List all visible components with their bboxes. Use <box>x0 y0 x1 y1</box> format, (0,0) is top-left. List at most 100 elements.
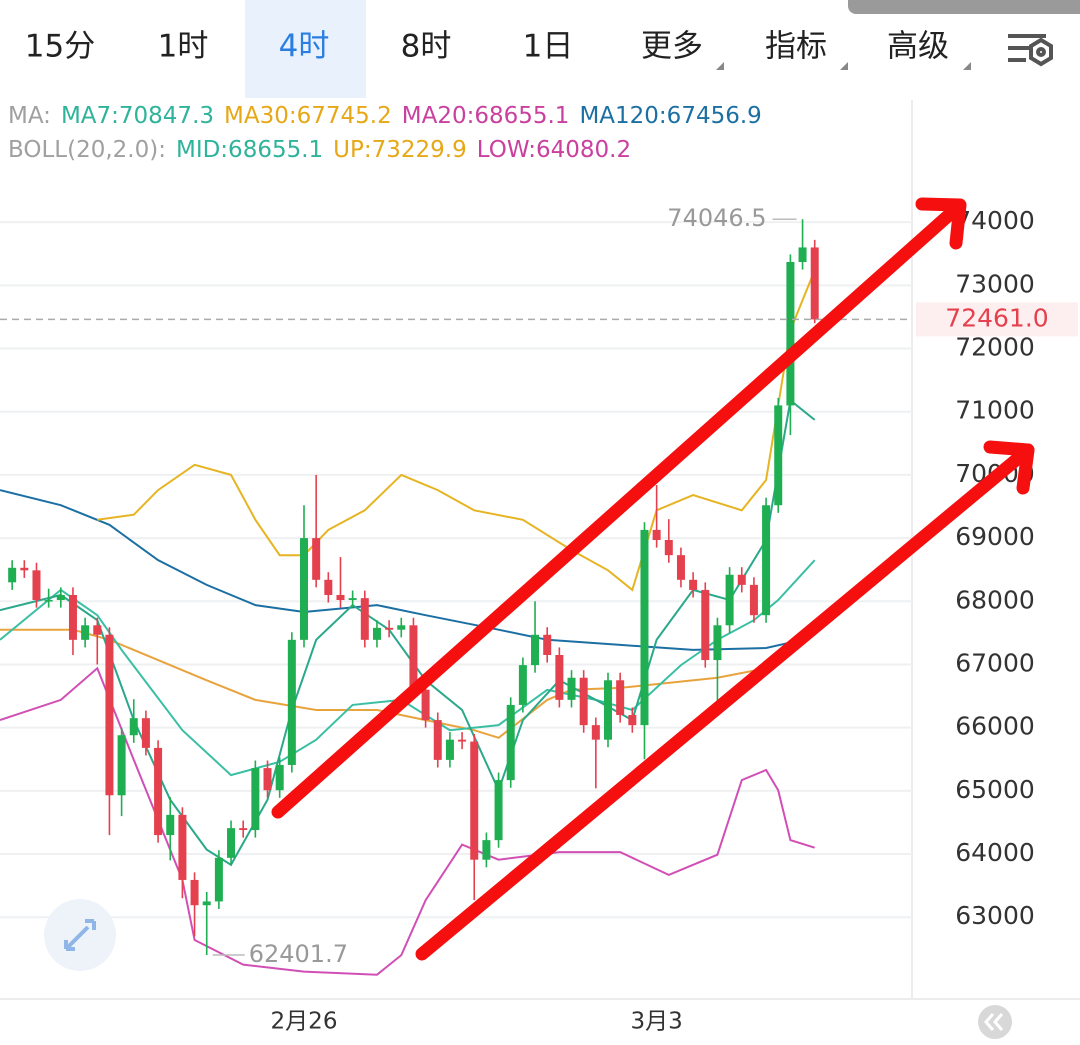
candle-body <box>251 768 260 831</box>
candle-body <box>421 689 430 721</box>
candle-body <box>725 574 734 626</box>
candle-body <box>214 857 223 902</box>
indicator-line <box>0 666 815 976</box>
candle-body <box>154 747 163 836</box>
candle-body <box>81 625 90 640</box>
tab[interactable]: 更多 <box>641 29 703 65</box>
candle-body <box>458 739 467 742</box>
candle-body <box>506 704 515 781</box>
candle-body <box>798 247 807 262</box>
candle-body <box>701 589 710 661</box>
legend-item: MA120:67456.9 <box>579 103 762 129</box>
candle-body <box>20 567 29 571</box>
tab[interactable]: 1日 <box>523 29 574 65</box>
candle-body <box>543 634 552 655</box>
candle-body <box>433 720 442 760</box>
tab[interactable]: 8时 <box>401 29 452 65</box>
candle-body <box>445 739 454 760</box>
trend-arrows <box>271 197 1035 961</box>
legend-item: MA7:70847.3 <box>60 103 215 129</box>
candle-body <box>713 625 722 661</box>
low-marker-label: 62401.7 <box>249 940 348 968</box>
candle-body <box>616 680 625 716</box>
x-tick-label: 2月26 <box>271 1009 338 1035</box>
tab[interactable]: 4时 <box>279 29 330 65</box>
candle-body <box>300 538 308 640</box>
tab[interactable]: 15分 <box>25 29 95 65</box>
candle-body <box>178 814 187 880</box>
plot: 6300064000650006600067000680006900070000… <box>0 204 1078 1035</box>
top-badge <box>848 0 1080 14</box>
candle-body <box>93 625 102 635</box>
candle-body <box>312 538 321 580</box>
candle-body <box>348 598 357 601</box>
legend-item: MA30:67745.2 <box>224 103 392 129</box>
y-tick-label: 63000 <box>955 901 1035 930</box>
candle-body <box>117 735 126 796</box>
candle-body <box>518 665 527 705</box>
candle-body <box>409 625 418 690</box>
candle-body <box>664 540 673 556</box>
candle-body <box>275 764 284 791</box>
selected-tab-bg <box>245 0 366 98</box>
y-tick-label: 71000 <box>955 396 1035 425</box>
candle-body <box>44 600 53 602</box>
tab[interactable]: 高级 <box>887 29 949 65</box>
last-price-label: 72461.0 <box>945 303 1048 332</box>
indicator-line <box>0 619 816 739</box>
boll-legend: BOLL(20,2.0): MID:68655.1 UP:73229.9 LOW:64… <box>8 137 631 163</box>
candle-body <box>287 639 296 765</box>
toolbar: 15分 1时 4时 8时 1日 更多 指标 高级 <box>25 29 949 65</box>
candle-body <box>68 594 77 640</box>
indicator-line <box>97 269 816 592</box>
candle-body <box>227 828 236 858</box>
candle-body <box>141 718 150 748</box>
candle-body <box>689 579 698 590</box>
y-tick-label: 64000 <box>955 838 1035 867</box>
y-tick-label: 74000 <box>955 206 1035 235</box>
candle-body <box>749 584 758 616</box>
expand-button[interactable] <box>44 899 116 971</box>
candle-body <box>482 840 491 860</box>
candle-body <box>531 634 540 666</box>
candle-body <box>652 529 661 540</box>
legend-item: MA20:68655.1 <box>401 103 570 129</box>
high-marker-label: 74046.5 <box>667 204 766 232</box>
legend-item: LOW:64080.2 <box>476 137 632 163</box>
settings-icon[interactable] <box>1008 34 1053 67</box>
candle-body <box>774 405 783 506</box>
collapse-button[interactable] <box>978 1005 1012 1039</box>
y-tick-label: 66000 <box>955 712 1035 741</box>
candle-body <box>32 570 41 601</box>
candle-body <box>372 627 381 640</box>
candle-body <box>105 634 114 796</box>
candle-body <box>324 579 333 595</box>
ma-legend: MA: MA7:70847.3 MA30:67745.2 MA20:68655.1 MA… <box>8 103 762 129</box>
candle-body <box>567 677 576 700</box>
y-tick-label: 69000 <box>955 522 1035 551</box>
candle-body <box>360 598 369 640</box>
tab[interactable]: 指标 <box>765 29 827 65</box>
y-tick-label: 68000 <box>955 585 1035 614</box>
candle-body <box>202 901 211 906</box>
indicator-line <box>0 489 803 651</box>
candle-body <box>640 529 649 726</box>
candle-body <box>810 247 819 320</box>
candle-body <box>737 574 746 585</box>
candle-body <box>676 555 685 580</box>
candle-body <box>56 594 65 601</box>
candle-body <box>336 594 345 601</box>
candle-body <box>166 814 175 836</box>
tab[interactable]: 1时 <box>158 29 209 65</box>
candle-body <box>129 718 138 736</box>
candle-body <box>190 879 199 906</box>
dropdown-marks <box>716 62 971 70</box>
y-tick-label: 73000 <box>955 269 1035 298</box>
y-tick-label: 67000 <box>955 648 1035 677</box>
y-tick-label: 72000 <box>955 333 1035 362</box>
candle-body <box>579 677 588 726</box>
last-price-box <box>916 302 1078 337</box>
candle-body <box>628 715 637 726</box>
